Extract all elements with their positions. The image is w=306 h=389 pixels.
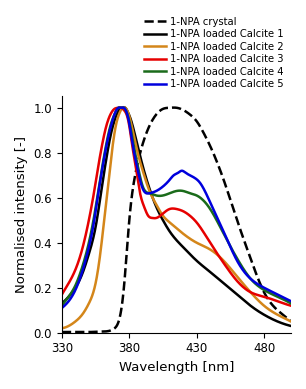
1-NPA loaded Calcite 2 [101,233,104,238]
1-NPA loaded Calcite 5 [101,165,104,170]
1-NPA loaded Calcite 2 [164,217,168,221]
1-NPA loaded Calcite 1 [289,324,293,328]
Line: 1-NPA crystal: 1-NPA crystal [62,108,291,332]
1-NPA loaded Calcite 2 [214,251,217,256]
Line: 1-NPA loaded Calcite 2: 1-NPA loaded Calcite 2 [62,107,291,328]
1-NPA crystal [119,308,123,312]
1-NPA crystal [60,330,64,335]
1-NPA loaded Calcite 1 [101,181,104,186]
1-NPA loaded Calcite 3 [101,141,104,145]
Y-axis label: Normalised intensity [-]: Normalised intensity [-] [15,136,28,293]
1-NPA loaded Calcite 1 [214,274,217,279]
1-NPA loaded Calcite 4 [119,105,123,110]
1-NPA loaded Calcite 1 [196,259,199,264]
1-NPA loaded Calcite 4 [196,193,199,198]
1-NPA crystal [172,105,175,110]
1-NPA loaded Calcite 5 [214,211,217,216]
1-NPA loaded Calcite 3 [118,105,122,110]
1-NPA crystal [233,212,237,217]
1-NPA loaded Calcite 4 [60,303,64,308]
1-NPA loaded Calcite 1 [164,223,168,228]
1-NPA loaded Calcite 4 [121,105,125,110]
1-NPA loaded Calcite 3 [164,209,168,214]
1-NPA loaded Calcite 2 [60,326,64,331]
1-NPA loaded Calcite 4 [233,252,237,257]
1-NPA loaded Calcite 2 [196,241,199,245]
Line: 1-NPA loaded Calcite 4: 1-NPA loaded Calcite 4 [62,107,291,306]
1-NPA loaded Calcite 4 [164,192,168,197]
1-NPA loaded Calcite 4 [101,163,104,168]
1-NPA loaded Calcite 3 [233,276,237,280]
1-NPA crystal [196,120,200,125]
1-NPA loaded Calcite 2 [233,272,237,276]
1-NPA loaded Calcite 5 [233,254,237,259]
1-NPA loaded Calcite 5 [121,105,125,110]
1-NPA crystal [164,106,168,110]
1-NPA loaded Calcite 3 [119,105,123,110]
1-NPA loaded Calcite 2 [122,105,126,109]
1-NPA loaded Calcite 5 [119,105,123,110]
1-NPA loaded Calcite 1 [122,105,126,110]
1-NPA loaded Calcite 5 [164,182,168,186]
1-NPA loaded Calcite 3 [289,303,293,308]
1-NPA loaded Calcite 3 [214,248,217,253]
1-NPA loaded Calcite 4 [214,216,217,220]
1-NPA loaded Calcite 3 [196,221,199,226]
Line: 1-NPA loaded Calcite 3: 1-NPA loaded Calcite 3 [62,108,291,306]
1-NPA loaded Calcite 5 [289,299,293,303]
1-NPA crystal [214,156,218,161]
Line: 1-NPA loaded Calcite 1: 1-NPA loaded Calcite 1 [62,107,291,326]
X-axis label: Wavelength [nm]: Wavelength [nm] [119,361,234,374]
Legend: 1-NPA crystal, 1-NPA loaded Calcite 1, 1-NPA loaded Calcite 2, 1-NPA loaded Calc: 1-NPA crystal, 1-NPA loaded Calcite 1, 1… [142,15,286,91]
1-NPA loaded Calcite 1 [233,290,237,295]
1-NPA loaded Calcite 4 [289,301,293,306]
1-NPA loaded Calcite 5 [196,177,199,182]
1-NPA loaded Calcite 5 [60,306,64,310]
1-NPA loaded Calcite 1 [60,301,64,306]
1-NPA loaded Calcite 2 [289,319,293,324]
1-NPA loaded Calcite 2 [119,108,123,112]
1-NPA loaded Calcite 3 [60,292,64,297]
1-NPA loaded Calcite 1 [119,106,123,110]
1-NPA crystal [289,319,293,324]
Line: 1-NPA loaded Calcite 5: 1-NPA loaded Calcite 5 [62,107,291,308]
1-NPA crystal [81,330,85,335]
1-NPA crystal [101,329,105,334]
